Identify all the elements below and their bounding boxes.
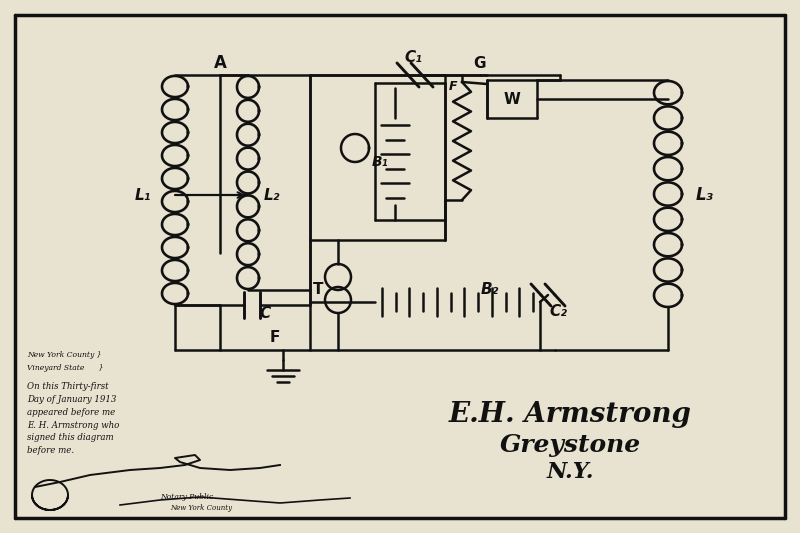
Text: New York County }: New York County } xyxy=(27,351,102,359)
Text: W: W xyxy=(503,92,521,107)
Text: Notary Public: Notary Public xyxy=(160,493,214,501)
Text: G: G xyxy=(474,55,486,70)
Text: B₂: B₂ xyxy=(481,282,499,297)
Text: B₁: B₁ xyxy=(372,155,388,169)
Text: On this Thirty-first
Day of January 1913
appeared before me
E. H. Armstrong who
: On this Thirty-first Day of January 1913… xyxy=(27,382,119,455)
Text: E.H. Armstrong: E.H. Armstrong xyxy=(449,401,691,429)
Text: F: F xyxy=(449,80,458,93)
Text: C: C xyxy=(259,305,270,320)
Text: L₃: L₃ xyxy=(696,186,714,204)
Text: Vineyard State      }: Vineyard State } xyxy=(27,364,103,372)
Text: N.Y.: N.Y. xyxy=(546,461,594,483)
Text: F: F xyxy=(270,330,280,345)
Text: A: A xyxy=(214,54,226,72)
Text: Greystone: Greystone xyxy=(499,433,641,457)
Text: New York County: New York County xyxy=(170,504,232,512)
Text: C₁: C₁ xyxy=(404,51,422,66)
Text: C₂: C₂ xyxy=(549,304,567,319)
Text: L₂: L₂ xyxy=(264,188,280,203)
Text: T: T xyxy=(313,282,323,297)
Text: L₁: L₁ xyxy=(135,188,151,203)
